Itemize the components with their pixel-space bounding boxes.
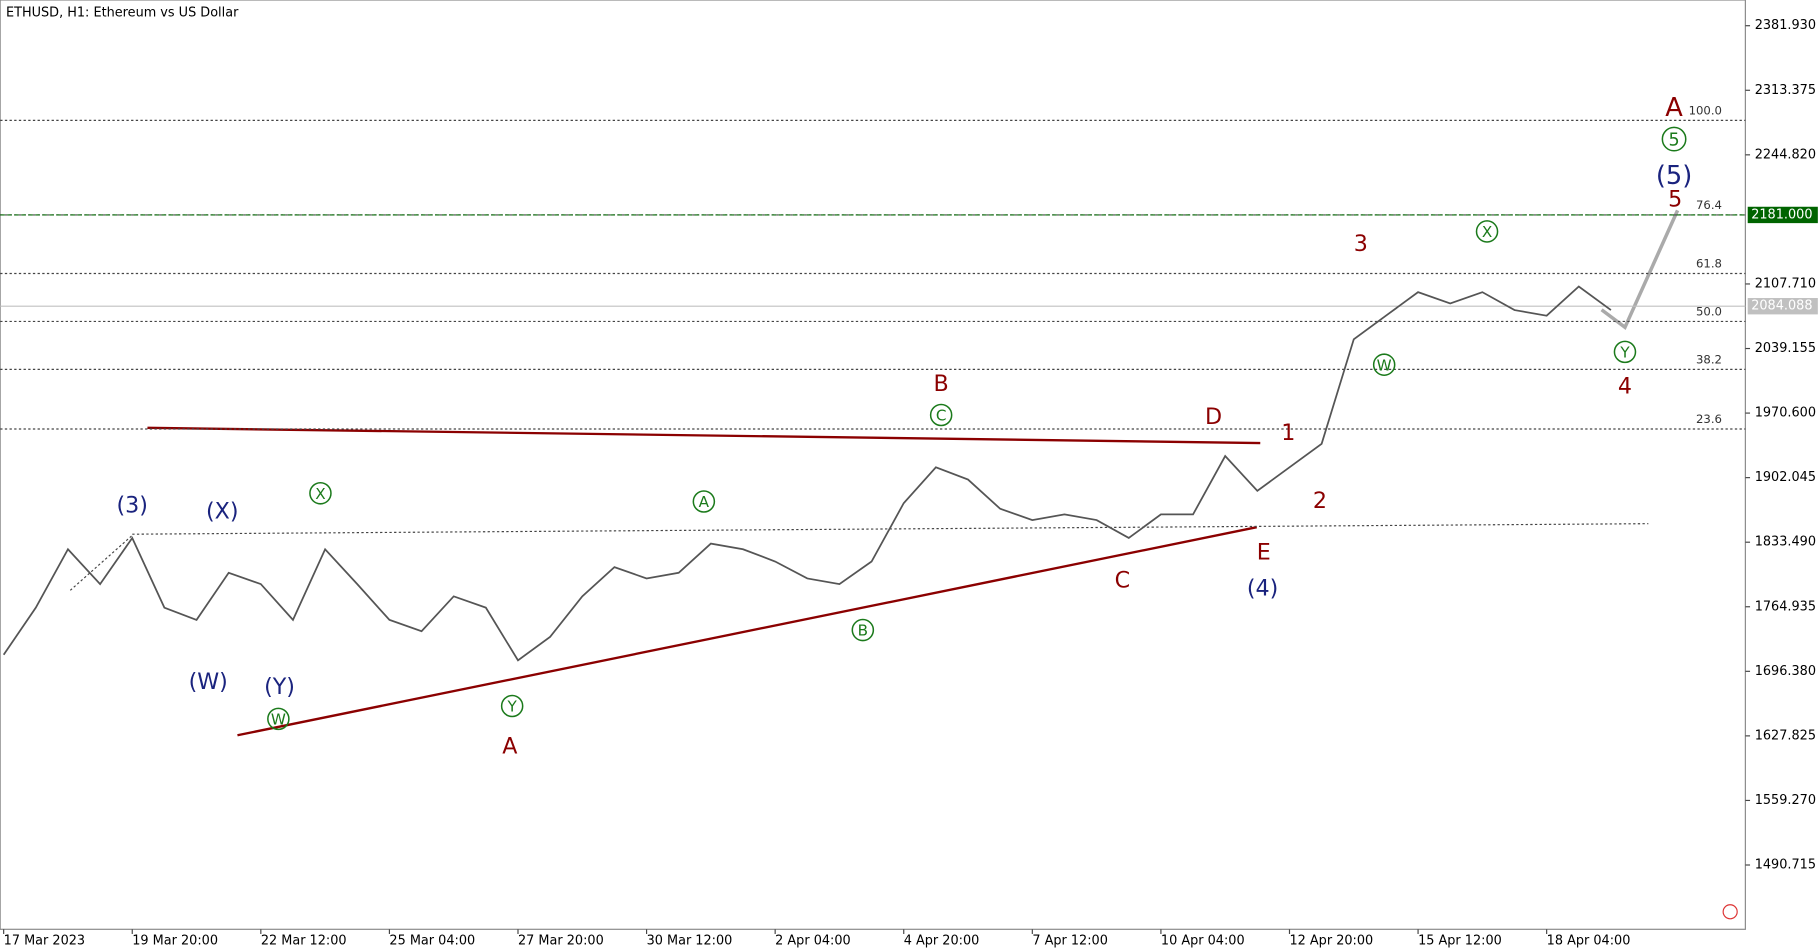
x-tick-label: 19 Mar 20:00 <box>132 933 218 948</box>
y-tick-label: 1490.715 <box>1755 858 1816 873</box>
wave-label: B <box>934 371 949 397</box>
lower-trendline <box>237 526 1257 737</box>
wave-label: Y <box>1619 344 1630 362</box>
fib-label: 38.2 <box>1696 353 1722 367</box>
wave-label: 5 <box>1668 130 1679 150</box>
y-tick-label: 2381.930 <box>1755 18 1816 33</box>
y-tick-label: 1764.935 <box>1755 599 1816 614</box>
upper-trendline <box>147 426 1261 445</box>
x-tick-label: 17 Mar 2023 <box>4 933 85 948</box>
wave-label: (5) <box>1656 161 1692 191</box>
fib-label: 50.0 <box>1696 305 1722 319</box>
wave-label: 4 <box>1618 373 1632 399</box>
fib-label: 61.8 <box>1696 257 1722 271</box>
wave-label: A <box>502 733 517 759</box>
icon[interactable] <box>1722 904 1738 920</box>
wave-circle <box>1475 220 1499 243</box>
chart-title: ETHUSD, H1: Ethereum vs US Dollar <box>6 5 239 20</box>
wave-label: B <box>858 622 868 640</box>
price-tag <box>1747 298 1818 315</box>
wave-label: X <box>1482 223 1492 241</box>
fib-label: 76.4 <box>1696 198 1722 212</box>
fib-label: 100.0 <box>1689 104 1722 118</box>
wave-label: C <box>936 407 947 425</box>
wave-circle <box>1661 126 1687 152</box>
wave-label: (Y) <box>264 674 295 700</box>
projection <box>1600 209 1680 331</box>
wave-label: 3 <box>1354 231 1368 257</box>
wave-label: 5 <box>1668 186 1682 212</box>
x-tick-label: 18 Apr 04:00 <box>1547 933 1631 948</box>
wave-label: X <box>315 485 325 503</box>
wave-circle <box>500 694 524 718</box>
wave-label: Y <box>507 698 518 716</box>
wave-circle <box>851 618 875 642</box>
y-tick-label: 2107.710 <box>1755 276 1816 291</box>
y-tick-label: 1833.490 <box>1755 535 1816 550</box>
wave-label: (X) <box>206 498 239 524</box>
fib-label: 23.6 <box>1696 412 1722 426</box>
x-tick-label: 4 Apr 20:00 <box>904 933 980 948</box>
x-tick-label: 2 Apr 04:00 <box>775 933 851 948</box>
x-tick-label: 10 Apr 04:00 <box>1161 933 1245 948</box>
wave-label: (W) <box>189 669 228 695</box>
price-tag-label: 2084.088 <box>1751 299 1812 314</box>
wave-label: A <box>699 493 710 511</box>
x-tick-label: 15 Apr 12:00 <box>1418 933 1502 948</box>
y-tick-label: 1559.270 <box>1755 793 1816 808</box>
y-tick-label: 1902.045 <box>1755 470 1816 485</box>
x-tick-label: 25 Mar 04:00 <box>389 933 475 948</box>
x-tick-label: 27 Mar 20:00 <box>518 933 604 948</box>
x-tick-label: 12 Apr 20:00 <box>1289 933 1373 948</box>
y-tick-label: 2244.820 <box>1755 147 1816 162</box>
wave-label: (4) <box>1247 576 1278 602</box>
wave-label: 2 <box>1313 488 1327 514</box>
wave-label: W <box>271 711 286 729</box>
x-tick-label: 22 Mar 12:00 <box>261 933 347 948</box>
wave-circle <box>1372 353 1396 376</box>
wave-label: E <box>1257 539 1271 565</box>
wave-circle <box>267 707 290 731</box>
y-tick-label: 1970.600 <box>1755 406 1816 421</box>
wave-circle <box>1613 340 1637 364</box>
y-tick-label: 1696.380 <box>1755 664 1816 679</box>
wave-circle <box>309 482 332 505</box>
wave-label: D <box>1205 404 1222 430</box>
y-tick-label: 1627.825 <box>1755 728 1816 743</box>
price-tag <box>1747 206 1818 224</box>
plot-frame <box>0 0 1746 930</box>
wave-label: 1 <box>1281 420 1295 446</box>
y-tick-label: 2313.375 <box>1755 83 1816 98</box>
wave-label: A <box>1665 93 1683 123</box>
wave-label: (3) <box>117 493 148 519</box>
wave-label: C <box>1115 567 1131 593</box>
wave-label: W <box>1377 356 1392 374</box>
price-tag-label: 2181.000 <box>1751 207 1812 222</box>
wave-circle <box>692 490 716 513</box>
price-line-series <box>2 285 1612 662</box>
x-tick-label: 7 Apr 12:00 <box>1032 933 1108 948</box>
y-tick-label: 2039.155 <box>1755 341 1816 356</box>
wave-circle <box>929 403 953 427</box>
x-tick-label: 30 Mar 12:00 <box>647 933 733 948</box>
